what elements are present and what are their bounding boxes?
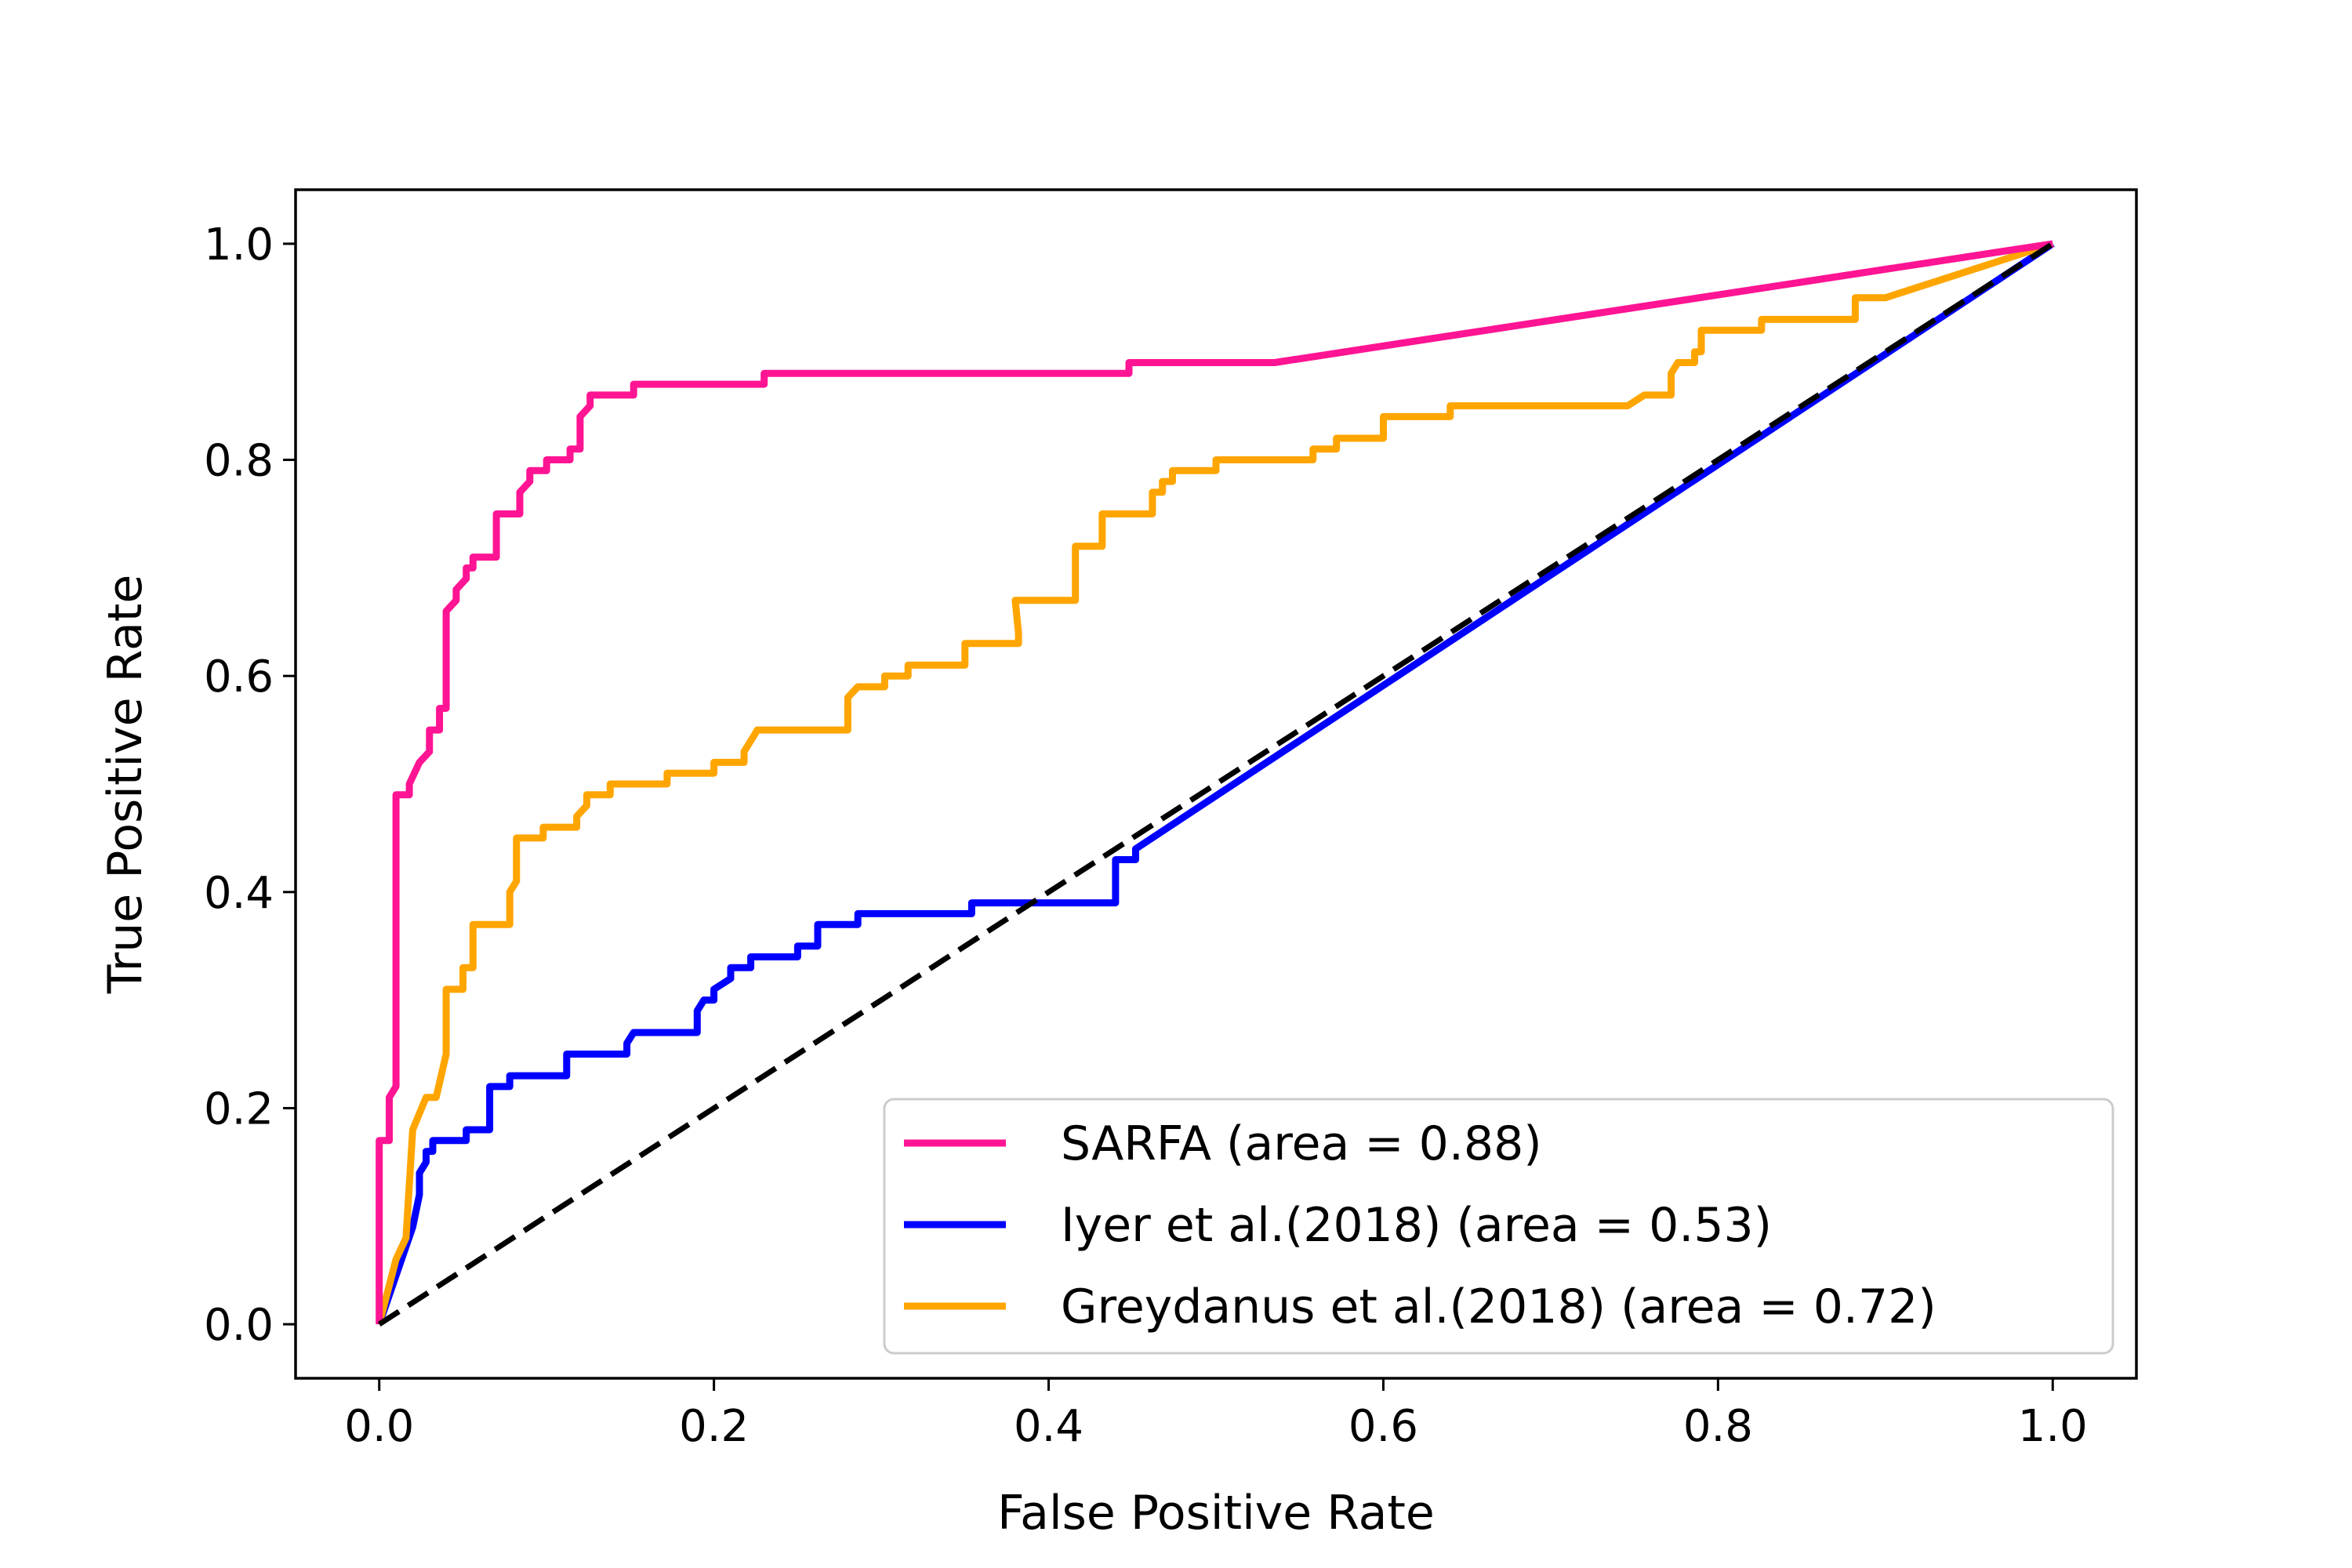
x-axis-ticks: 0.0 0.2 0.4 0.6 0.8 1.0 — [344, 1378, 2088, 1452]
x-tick-label: 0.0 — [344, 1401, 414, 1452]
plot-area — [376, 240, 2055, 1327]
axes-frame — [294, 188, 2138, 1380]
legend-label: Iyer et al.(2018) (area = 0.53) — [1061, 1198, 1772, 1253]
y-tick-label: 0.0 — [204, 1300, 274, 1351]
x-tick-label: 0.6 — [1348, 1401, 1418, 1452]
x-tick-label: 0.4 — [1014, 1401, 1083, 1452]
series-line-1 — [376, 241, 2055, 1326]
series-line-0 — [376, 240, 2053, 1325]
chance-diagonal-line — [377, 241, 2055, 1327]
y-tick-label: 1.0 — [204, 220, 274, 270]
y-tick-label: 0.4 — [204, 868, 274, 919]
x-axis-label: False Positive Rate — [997, 1486, 1435, 1541]
legend-label: Greydanus et al.(2018) (area = 0.72) — [1061, 1279, 1936, 1334]
y-tick-label: 0.2 — [204, 1083, 274, 1134]
y-tick-label: 0.6 — [204, 652, 274, 702]
legend-label: SARFA (area = 0.88) — [1061, 1116, 1542, 1171]
legend: SARFA (area = 0.88) Iyer et al.(2018) (ar… — [883, 1098, 2114, 1355]
y-axis-ticks: 0.0 0.2 0.4 0.6 0.8 1.0 — [204, 220, 296, 1351]
x-tick-label: 0.8 — [1683, 1401, 1753, 1452]
series-line-2 — [376, 240, 2054, 1326]
x-tick-label: 0.2 — [679, 1401, 749, 1452]
x-tick-label: 1.0 — [2018, 1401, 2088, 1452]
y-axis-label: True Positive Rate — [98, 575, 153, 994]
legend-box — [883, 1098, 2114, 1355]
y-tick-label: 0.8 — [204, 436, 274, 487]
